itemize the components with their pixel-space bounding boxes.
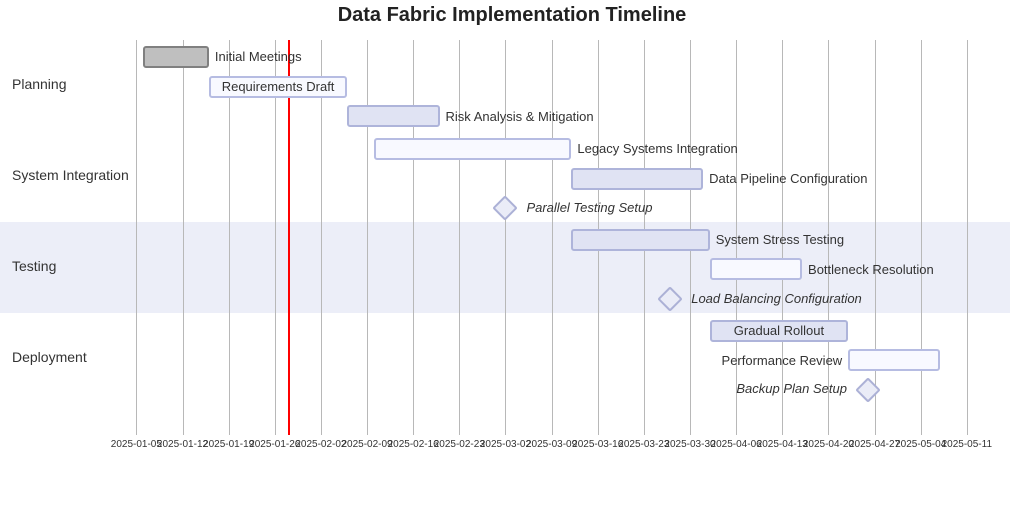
gridline [136,40,137,435]
task-bar [347,105,439,127]
x-axis-tick-label: 2025-03-09 [526,439,577,450]
task-label: System Stress Testing [716,232,844,247]
gridline [552,40,553,435]
x-axis-tick-label: 2025-02-23 [434,439,485,450]
task-label: Bottleneck Resolution [808,262,934,277]
gridline [921,40,922,435]
task-milestone [493,195,518,220]
gridline [183,40,184,435]
task-label: Parallel Testing Setup [526,200,652,215]
x-axis-tick-label: 2025-02-09 [341,439,392,450]
x-axis-tick-label: 2025-05-04 [895,439,946,450]
x-axis-tick-label: 2025-03-02 [480,439,531,450]
gridline [875,40,876,435]
x-axis-tick-label: 2025-04-13 [757,439,808,450]
x-axis-tick-label: 2025-04-20 [803,439,854,450]
task-bar [143,46,209,68]
task-bar [848,349,940,371]
gridline [275,40,276,435]
x-axis-tick-label: 2025-02-02 [295,439,346,450]
x-axis-tick-label: 2025-01-12 [157,439,208,450]
task-label: Performance Review [722,353,843,368]
x-axis-tick-label: 2025-05-11 [942,439,992,450]
section-label: System Integration [12,167,129,183]
x-axis-tick-label: 2025-01-19 [203,439,254,450]
x-axis-tick-label: 2025-01-05 [111,439,162,450]
task-label: Data Pipeline Configuration [709,171,867,186]
task-label: Backup Plan Setup [736,381,847,396]
x-axis-tick-label: 2025-02-16 [388,439,439,450]
section-label: Deployment [12,349,87,365]
gridline [321,40,322,435]
x-axis-tick-label: 2025-04-27 [849,439,900,450]
gridline [505,40,506,435]
task-label: Requirements Draft [209,79,347,94]
x-axis-tick-label: 2025-03-16 [572,439,623,450]
task-label: Load Balancing Configuration [691,291,862,306]
chart-plot-area: 2025-01-052025-01-122025-01-192025-01-26… [110,40,980,435]
task-bar [374,138,572,160]
gridline [413,40,414,435]
task-label: Initial Meetings [215,49,302,64]
x-axis-tick-label: 2025-03-23 [618,439,669,450]
task-label: Gradual Rollout [710,323,848,338]
gridline [367,40,368,435]
section-label: Planning [12,76,67,92]
x-axis-tick-label: 2025-03-30 [664,439,715,450]
today-marker-line [288,40,290,435]
task-bar [571,168,703,190]
gantt-chart: Data Fabric Implementation Timeline 2025… [0,0,1024,507]
x-axis-tick-label: 2025-04-06 [711,439,762,450]
gridline [967,40,968,435]
chart-title: Data Fabric Implementation Timeline [0,4,1024,27]
task-milestone [855,377,880,402]
gridline [459,40,460,435]
section-label: Testing [12,258,56,274]
task-bar [571,229,709,251]
gridline [229,40,230,435]
task-bar [710,258,802,280]
x-axis-tick-label: 2025-01-26 [249,439,300,450]
task-label: Legacy Systems Integration [577,141,737,156]
task-label: Risk Analysis & Mitigation [446,109,594,124]
